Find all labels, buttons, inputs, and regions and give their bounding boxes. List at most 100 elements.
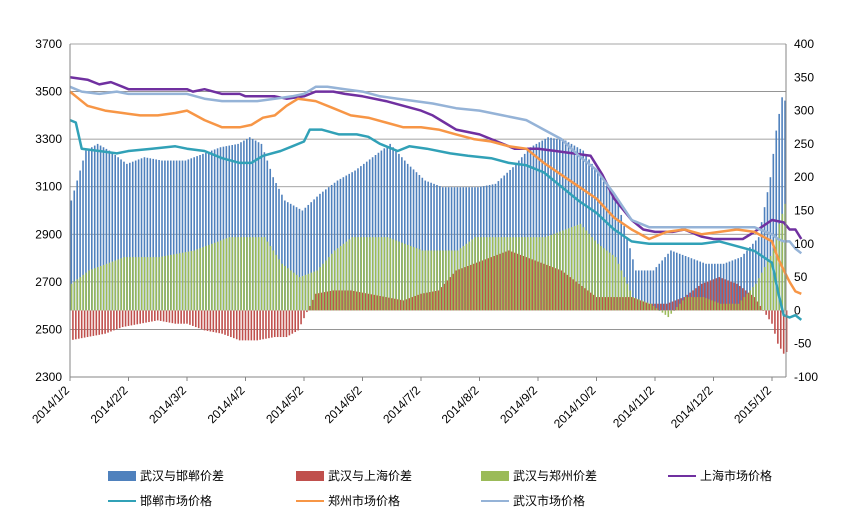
x-tick-label: 2014/11/2 [610, 383, 657, 430]
bar-1 [395, 150, 397, 311]
bar-1 [205, 152, 207, 311]
bar-3 [328, 257, 330, 311]
bar-1 [637, 270, 640, 311]
bar-1 [655, 267, 658, 311]
bar-3 [538, 237, 541, 311]
bar-1 [719, 263, 722, 311]
bar-3 [228, 237, 231, 311]
bar-2 [677, 299, 680, 311]
bar-2 [390, 298, 393, 311]
bar-2 [499, 253, 501, 311]
bar-2 [440, 287, 443, 311]
bar-1 [114, 155, 116, 311]
bar-3 [509, 237, 512, 311]
bar-2 [519, 254, 522, 311]
bar-2 [373, 294, 375, 311]
bar-1 [547, 137, 549, 311]
bar-2 [311, 299, 314, 311]
bar-3 [620, 270, 623, 311]
bar-3 [579, 223, 582, 311]
bar-2 [224, 310, 226, 335]
bar-1 [240, 142, 242, 311]
bar-2 [747, 292, 750, 311]
bar-1 [403, 160, 406, 311]
bar-2 [467, 266, 469, 311]
bar-3 [386, 237, 389, 311]
bar-2 [493, 256, 495, 311]
bar-2 [475, 262, 478, 311]
bar-2 [332, 290, 335, 311]
bar-1 [412, 169, 415, 311]
bar-2 [510, 251, 513, 311]
bar-2 [320, 292, 323, 311]
bar-1 [611, 194, 614, 311]
y-axis-right-labels: -100 -50 0 50 100 150 200 250 300 350 400 [794, 37, 818, 384]
bar-3 [380, 237, 383, 311]
bar-3 [322, 263, 324, 311]
bar-2 [139, 310, 141, 324]
bar-2 [227, 310, 229, 336]
x-tick-label: 2014/10/2 [551, 383, 599, 431]
bar-2 [423, 293, 425, 311]
bar-3 [746, 293, 749, 311]
bar-3 [354, 237, 357, 311]
bar-3 [132, 257, 134, 311]
bar-1 [216, 148, 219, 311]
bar-1 [629, 248, 631, 311]
bar-2 [458, 269, 460, 311]
bar-3 [281, 263, 283, 311]
bar-2 [279, 310, 282, 338]
bar-1 [304, 207, 307, 311]
bar-3 [240, 237, 243, 311]
bar-2 [762, 310, 765, 311]
bar-3 [141, 257, 143, 311]
bar-1 [599, 177, 602, 311]
bar-3 [635, 298, 637, 311]
bar-2 [569, 277, 571, 311]
bar-3 [585, 230, 588, 311]
bar-2 [736, 283, 738, 311]
bar-3 [506, 237, 509, 311]
bar-3 [451, 250, 453, 311]
bar-2 [589, 292, 592, 311]
y-left-tick-label: 2500 [35, 322, 62, 336]
line-series-group [69, 76, 803, 321]
bar-3 [717, 302, 719, 311]
bar-1 [696, 260, 699, 311]
bar-3 [120, 258, 123, 311]
bar-3 [258, 237, 260, 311]
bar-1 [129, 162, 131, 311]
bar-1 [427, 181, 429, 311]
bar-3 [676, 307, 678, 311]
bar-1 [365, 161, 368, 311]
bar-1 [754, 240, 757, 311]
bar-1 [70, 200, 73, 311]
y-right-tick-label: -50 [794, 337, 812, 351]
bar-1 [257, 142, 260, 311]
bar-3 [576, 224, 579, 311]
bar-2 [566, 274, 569, 311]
bar-2 [162, 310, 165, 322]
bar-2 [382, 296, 384, 311]
bar-2 [341, 290, 343, 311]
bar-1 [298, 208, 301, 311]
bar-3 [389, 238, 392, 311]
bar-2 [522, 256, 525, 311]
bar-1 [342, 177, 345, 311]
bar-3 [471, 239, 474, 311]
bar-1 [79, 170, 81, 311]
bar-2 [771, 310, 773, 324]
bar-1 [281, 194, 283, 311]
bar-1 [409, 166, 412, 311]
bar-3 [477, 237, 479, 311]
bar-2 [104, 310, 106, 334]
bar-1 [532, 145, 535, 311]
bar-2 [551, 267, 554, 311]
bar-2 [215, 310, 218, 333]
bar-2 [648, 303, 650, 311]
bar-3 [711, 300, 713, 311]
bar-2 [230, 310, 232, 338]
bar-3 [474, 237, 477, 311]
bar-1 [711, 263, 713, 311]
bar-1 [316, 196, 318, 311]
